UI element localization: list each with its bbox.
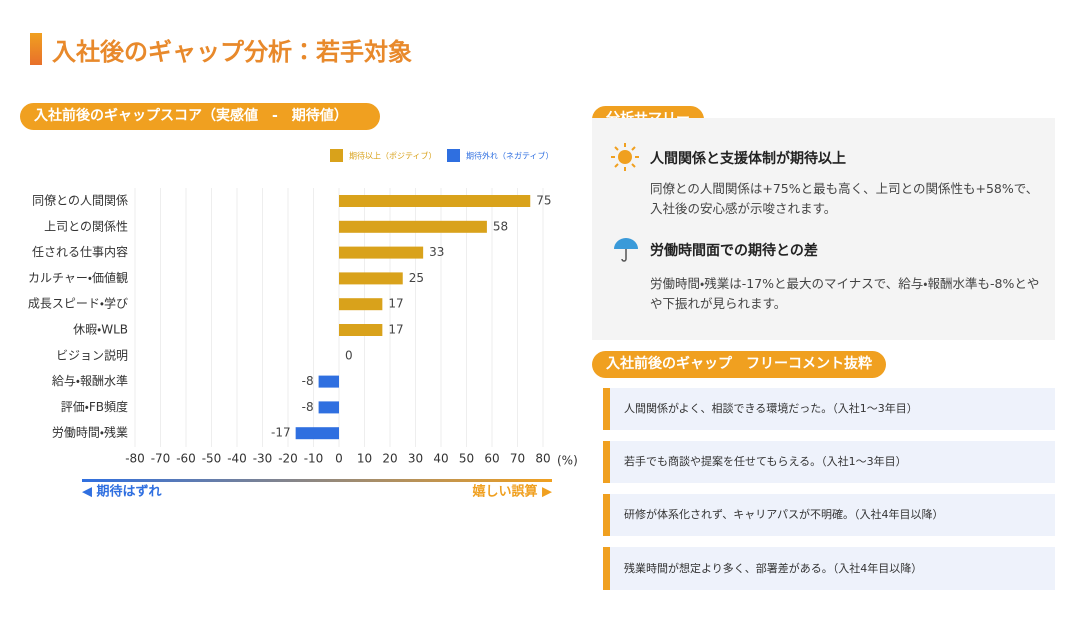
bar bbox=[339, 195, 531, 207]
x-tick-label: 70 bbox=[510, 452, 525, 466]
title-bar bbox=[30, 33, 42, 65]
legend-swatch bbox=[330, 149, 343, 162]
legend-swatch bbox=[447, 149, 460, 162]
y-tick-label: 上司との関係性 bbox=[44, 219, 128, 233]
y-tick-label: カルチャー・価値観 bbox=[28, 270, 128, 285]
legend-label: 期待外れ（ネガティブ） bbox=[466, 151, 554, 161]
x-tick-label: -10 bbox=[304, 452, 324, 466]
value-label: 0 bbox=[345, 348, 353, 362]
y-tick-label: ビジョン説明 bbox=[56, 347, 128, 362]
x-tick-label: -30 bbox=[253, 452, 273, 466]
y-tick-label: 給与・報酬水準 bbox=[52, 373, 128, 388]
summary-heading: 人間関係と支援体制が期待以上 bbox=[650, 151, 846, 167]
bar bbox=[339, 324, 383, 336]
x-tick-label: 30 bbox=[408, 452, 423, 466]
summary-body: 同僚との人間関係は+75%と最も高く、上司との関係性も+58%で、入社後の安心感… bbox=[650, 181, 1039, 216]
value-label: -8 bbox=[302, 374, 314, 388]
y-tick-label: 労働時間・残業 bbox=[52, 426, 128, 440]
right-annotation: 嬉しい誤算 ▶ bbox=[472, 484, 552, 500]
x-tick-label: -20 bbox=[278, 452, 298, 466]
umbrella-icon bbox=[614, 238, 638, 262]
comment: 研修が体系化されず、キャリアパスが不明確。（入社4年目以降） bbox=[603, 494, 1055, 536]
bar bbox=[318, 375, 339, 388]
value-label: 58 bbox=[493, 219, 508, 233]
summary-body: 労働時間・残業は-17%と最大のマイナスで、給与・報酬水準も-8%とやや下振れが… bbox=[650, 276, 1040, 311]
value-label: 17 bbox=[388, 297, 403, 311]
x-unit: (%) bbox=[557, 454, 578, 468]
x-tick-label: 40 bbox=[433, 452, 448, 466]
summary-box bbox=[592, 118, 1055, 340]
y-tick-label: 同僚との人間関係 bbox=[32, 193, 128, 208]
bar bbox=[318, 401, 339, 414]
x-tick-label: 10 bbox=[357, 452, 372, 466]
x-tick-label: -60 bbox=[176, 452, 196, 466]
x-tick-label: -40 bbox=[227, 452, 247, 466]
x-tick-label: -80 bbox=[125, 452, 145, 466]
x-tick-label: -50 bbox=[202, 452, 222, 466]
x-tick-label: 80 bbox=[535, 452, 550, 466]
comment: 若手でも商談や提案を任せてもらえる。（入社1〜3年目） bbox=[603, 441, 1055, 483]
value-label: 33 bbox=[429, 245, 444, 259]
summary-heading: 労働時間面での期待との差 bbox=[650, 243, 818, 259]
comment: 人間関係がよく、相談できる環境だった。（入社1〜3年目） bbox=[603, 388, 1055, 430]
y-tick-label: 成長スピード・学び bbox=[28, 296, 128, 311]
value-label: 17 bbox=[388, 323, 403, 337]
bar bbox=[339, 298, 383, 311]
comment: 残業時間が想定より多く、部署差がある。（入社4年目以降） bbox=[603, 547, 1055, 590]
x-tick-label: 50 bbox=[459, 452, 474, 466]
bar bbox=[339, 220, 487, 233]
x-tick-label: 0 bbox=[335, 452, 343, 466]
sun-icon bbox=[611, 143, 639, 171]
x-tick-label: 60 bbox=[484, 452, 499, 466]
y-tick-label: 任される仕事内容 bbox=[32, 245, 128, 259]
y-tick-label: 休暇・WLB bbox=[73, 323, 128, 337]
value-label: 75 bbox=[536, 194, 551, 208]
bar bbox=[339, 272, 403, 285]
chart: ◀ 期待はずれ 嬉しい誤算 ▶ (%) -80 -70 -60 -50 -40 -30 -2… bbox=[28, 149, 578, 500]
bar bbox=[339, 246, 424, 259]
value-label: -8 bbox=[302, 400, 314, 414]
x-tick-label: 20 bbox=[382, 452, 397, 466]
bar bbox=[295, 427, 339, 440]
left-annotation: ◀ 期待はずれ bbox=[82, 484, 162, 500]
chart-title: 入社前後のギャップスコア（実感値 - 期待値） bbox=[20, 103, 380, 130]
legend-label: 期待以上（ポジティブ） bbox=[349, 151, 437, 161]
x-tick-label: -70 bbox=[151, 452, 171, 466]
value-label: -17 bbox=[271, 426, 291, 440]
direction-bar bbox=[82, 479, 552, 482]
value-label: 25 bbox=[409, 271, 424, 285]
comments-title: 入社前後のギャップ フリーコメント抜粋 bbox=[592, 351, 886, 378]
page-title: 入社後のギャップ分析：若手対象 bbox=[52, 38, 412, 66]
y-tick-label: 評価・FB頻度 bbox=[61, 400, 128, 414]
